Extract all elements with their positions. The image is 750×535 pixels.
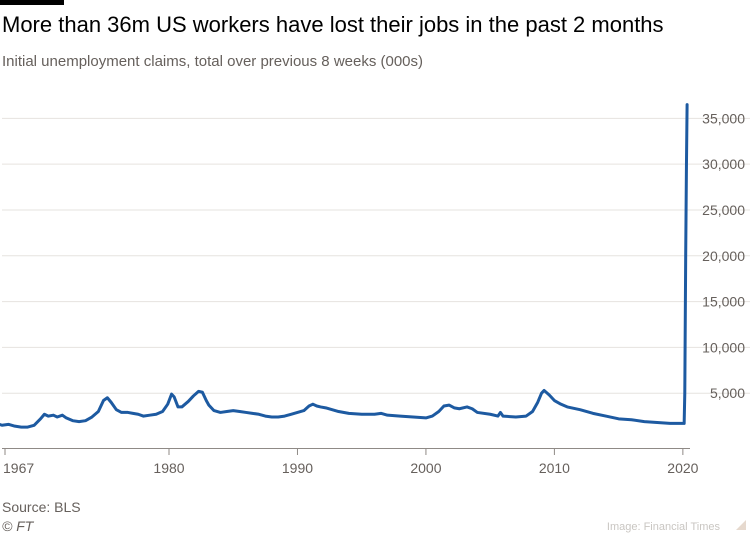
x-tick-label: 2020 bbox=[667, 460, 698, 476]
y-tick-label: 30,000 bbox=[702, 156, 745, 172]
ft-top-bar bbox=[0, 0, 64, 5]
y-tick-label: 20,000 bbox=[702, 248, 745, 264]
x-tick-label: 1980 bbox=[153, 460, 184, 476]
chart-title: More than 36m US workers have lost their… bbox=[2, 12, 664, 37]
y-tick-label: 15,000 bbox=[702, 294, 745, 310]
y-tick-label: 10,000 bbox=[702, 339, 745, 355]
x-tick-label: 1990 bbox=[282, 460, 313, 476]
x-tick-label: 1967 bbox=[3, 460, 34, 476]
image-credit: Image: Financial Times bbox=[606, 521, 720, 533]
gridlines bbox=[2, 117, 750, 394]
series-layer bbox=[0, 103, 689, 429]
y-axis: 5,000 10,000 15,000 20,000 25,000 30,000 35,00… bbox=[702, 110, 745, 401]
x-tick-label: 2000 bbox=[410, 460, 441, 476]
x-tick-label: 2010 bbox=[539, 460, 570, 476]
x-axis: 1967 1980 1990 2000 2010 2020 bbox=[2, 448, 699, 476]
y-tick-label: 35,000 bbox=[702, 110, 745, 126]
series-line-initial-claims bbox=[0, 103, 689, 429]
copyright-note: © FT bbox=[2, 518, 34, 534]
y-tick-label: 25,000 bbox=[702, 202, 745, 218]
source-note: Source: BLS bbox=[2, 499, 81, 515]
chart-subtitle: Initial unemployment claims, total over … bbox=[2, 53, 424, 70]
y-tick-label: 5,000 bbox=[710, 385, 745, 401]
corner-triangle-icon bbox=[736, 520, 746, 530]
